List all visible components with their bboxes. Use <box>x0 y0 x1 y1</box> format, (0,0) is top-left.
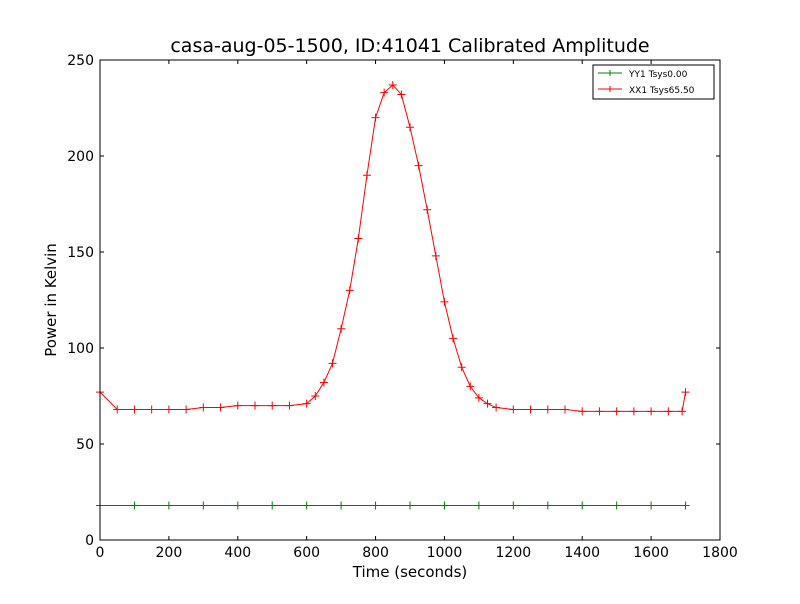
y-tick-label: 250 <box>67 53 94 69</box>
data-point <box>466 382 475 391</box>
data-point <box>216 403 225 412</box>
data-point <box>431 251 440 260</box>
data-point <box>164 405 173 414</box>
y-tick-label: 50 <box>76 437 94 453</box>
x-tick-label: 1600 <box>633 545 669 561</box>
data-point <box>337 324 346 333</box>
data-point <box>147 405 156 414</box>
data-point <box>474 393 483 402</box>
legend-marker-yy1 <box>607 70 613 76</box>
data-point <box>474 501 483 510</box>
data-point <box>406 501 414 510</box>
data-point <box>268 401 277 410</box>
data-point <box>457 363 466 372</box>
plot-layer <box>96 80 690 510</box>
data-point <box>595 407 604 416</box>
data-point <box>449 334 458 343</box>
data-point <box>199 501 208 510</box>
legend-box <box>592 64 715 100</box>
data-point <box>578 407 587 416</box>
data-point <box>543 501 552 510</box>
legend: YY1 Tsys0.00 XX1 Tsys65.50 <box>592 64 715 100</box>
legend-label-xx1: XX1 Tsys65.50 <box>629 86 695 96</box>
data-point <box>440 297 449 306</box>
data-point <box>612 407 621 416</box>
x-axis-label: Time (seconds) <box>352 563 468 581</box>
data-point <box>561 405 569 414</box>
data-point <box>311 392 320 400</box>
axes-frame <box>99 59 721 541</box>
data-point <box>164 501 173 510</box>
data-point <box>328 359 337 368</box>
y-tick-label: 150 <box>67 245 94 261</box>
x-tick-label: 1800 <box>702 545 738 561</box>
data-point <box>647 407 656 416</box>
data-point <box>130 501 139 510</box>
x-tick-label: 200 <box>156 545 183 561</box>
data-point <box>337 501 346 510</box>
data-point <box>678 407 687 416</box>
data-point <box>578 501 587 510</box>
data-point <box>388 80 397 89</box>
data-point <box>233 401 242 410</box>
data-point <box>354 234 363 243</box>
data-point <box>414 161 423 170</box>
data-point <box>397 90 406 99</box>
data-point <box>268 501 277 510</box>
y-tick-label: 100 <box>67 341 94 357</box>
data-point <box>199 403 208 412</box>
y-tick-label: 200 <box>67 149 94 165</box>
data-point <box>509 501 518 510</box>
data-point <box>629 407 638 416</box>
data-point <box>483 399 492 408</box>
data-point <box>647 501 656 510</box>
x-tick-label: 0 <box>96 545 105 561</box>
data-point <box>664 407 673 416</box>
data-point <box>182 405 191 414</box>
data-point <box>113 405 122 414</box>
data-point <box>302 399 311 408</box>
y-tick-label: 0 <box>85 533 94 549</box>
ticks-layer: 0 200 400 600 800 1000 1200 1400 1600 1800 0 50 100 1… <box>67 53 738 561</box>
x-tick-label: 400 <box>224 545 251 561</box>
data-point <box>371 501 380 510</box>
data-point <box>319 378 328 387</box>
data-point <box>345 286 354 295</box>
data-point <box>509 405 518 414</box>
data-point <box>371 113 380 122</box>
data-point <box>285 401 294 410</box>
data-point <box>130 405 139 414</box>
data-point <box>380 88 389 97</box>
data-point <box>423 205 432 214</box>
data-point <box>681 388 690 397</box>
data-point <box>612 501 621 510</box>
x-tick-label: 600 <box>293 545 320 561</box>
data-point <box>492 403 501 412</box>
data-point <box>251 401 259 410</box>
data-point <box>233 501 242 510</box>
legend-label-yy1: YY1 Tsys0.00 <box>628 70 688 80</box>
data-point <box>302 501 311 510</box>
data-point <box>406 123 414 132</box>
x-tick-label: 1200 <box>496 545 532 561</box>
data-point <box>362 171 371 180</box>
legend-marker-xx1 <box>607 86 613 92</box>
data-point <box>543 405 552 414</box>
x-tick-label: 1000 <box>427 545 463 561</box>
y-axis-label: Power in Kelvin <box>42 243 60 357</box>
data-point <box>440 501 449 510</box>
data-point <box>681 501 690 510</box>
chart-title: casa-aug-05-1500, ID:41041 Calibrated Am… <box>170 35 649 57</box>
x-tick-label: 1400 <box>564 545 600 561</box>
data-point <box>526 405 535 414</box>
series-1 <box>96 80 690 416</box>
x-tick-label: 800 <box>362 545 389 561</box>
